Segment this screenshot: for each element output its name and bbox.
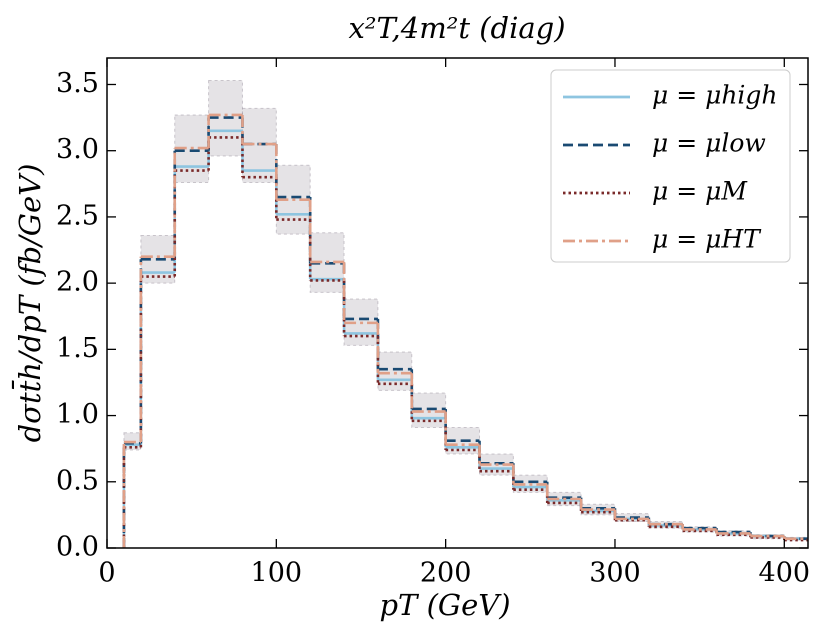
legend-label: μ = μhigh xyxy=(652,81,778,110)
y-tick-label: 0.5 xyxy=(56,465,99,496)
y-tick-label: 0.0 xyxy=(56,532,99,563)
x-tick-label: 200 xyxy=(420,558,472,589)
x-tick-label: 100 xyxy=(251,558,303,589)
x-tick-label: 0 xyxy=(98,558,115,589)
y-tick-label: 3.5 xyxy=(56,68,99,99)
y-tick-label: 3.0 xyxy=(56,134,99,165)
axes: 0 100 200 300 400 0.0 0.5 1.0 1.5 2.0 2.5 3.0 3.5 xyxy=(56,58,810,589)
y-tick-label: 2.0 xyxy=(56,267,99,298)
y-tick-label: 1.5 xyxy=(56,333,99,364)
plot-frame xyxy=(106,57,809,549)
legend-label: μ = μlow xyxy=(652,129,766,158)
legend-label: μ = μM xyxy=(652,177,748,206)
y-axis-label: dσtt̄h/dpT (fb/GeV) xyxy=(11,164,47,443)
x-axis-label: pT (GeV) xyxy=(379,588,510,622)
y-tick-label: 2.5 xyxy=(56,200,99,231)
uncertainty-band xyxy=(411,392,447,428)
legend-label: μ = μHT xyxy=(652,225,762,254)
plot-area xyxy=(122,80,808,548)
chart-title: x²T,4m²t (diag) xyxy=(348,11,565,45)
legend: μ = μhigh μ = μlow μ = μM μ = μHT xyxy=(550,69,791,263)
x-tick-label: 400 xyxy=(759,558,811,589)
legend-box xyxy=(550,69,791,263)
x-tick-label: 300 xyxy=(589,558,641,589)
y-tick-label: 1.0 xyxy=(56,399,99,430)
